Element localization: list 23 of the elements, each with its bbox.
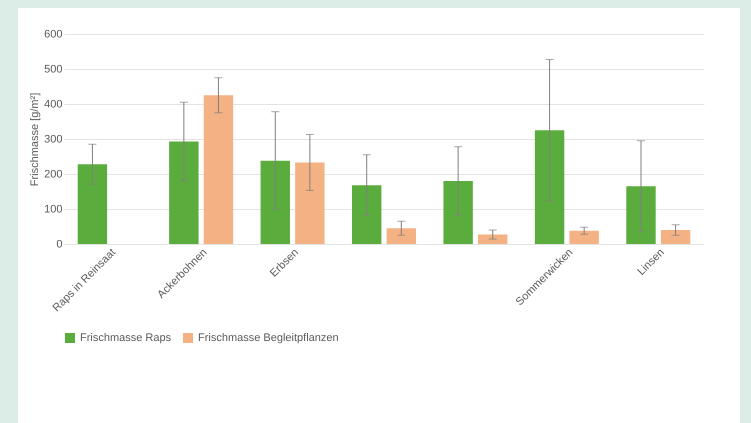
y-tick-label: 0 (56, 238, 62, 250)
y-tick-label: 400 (44, 98, 62, 110)
legend-label: Frischmasse Raps (80, 332, 172, 344)
bar (626, 186, 656, 244)
bar (295, 162, 325, 244)
y-tick-label: 300 (44, 134, 62, 146)
bar (386, 228, 416, 244)
bar (204, 95, 234, 244)
bar (169, 141, 199, 244)
bar (569, 230, 599, 244)
y-tick-label: 100 (44, 204, 62, 216)
y-tick-label: 600 (44, 28, 62, 40)
bar (660, 230, 690, 244)
bar (478, 234, 508, 244)
y-axis-title: Frischmasse [g/m²] (29, 92, 42, 186)
y-tick-label: 200 (44, 168, 62, 180)
bar (443, 181, 473, 244)
legend-label: Frischmasse Begleitpflanzen (198, 332, 339, 344)
bar (260, 160, 290, 244)
bar (78, 164, 108, 244)
bar (534, 130, 564, 244)
y-tick-label: 500 (44, 64, 62, 76)
bar (352, 185, 382, 244)
